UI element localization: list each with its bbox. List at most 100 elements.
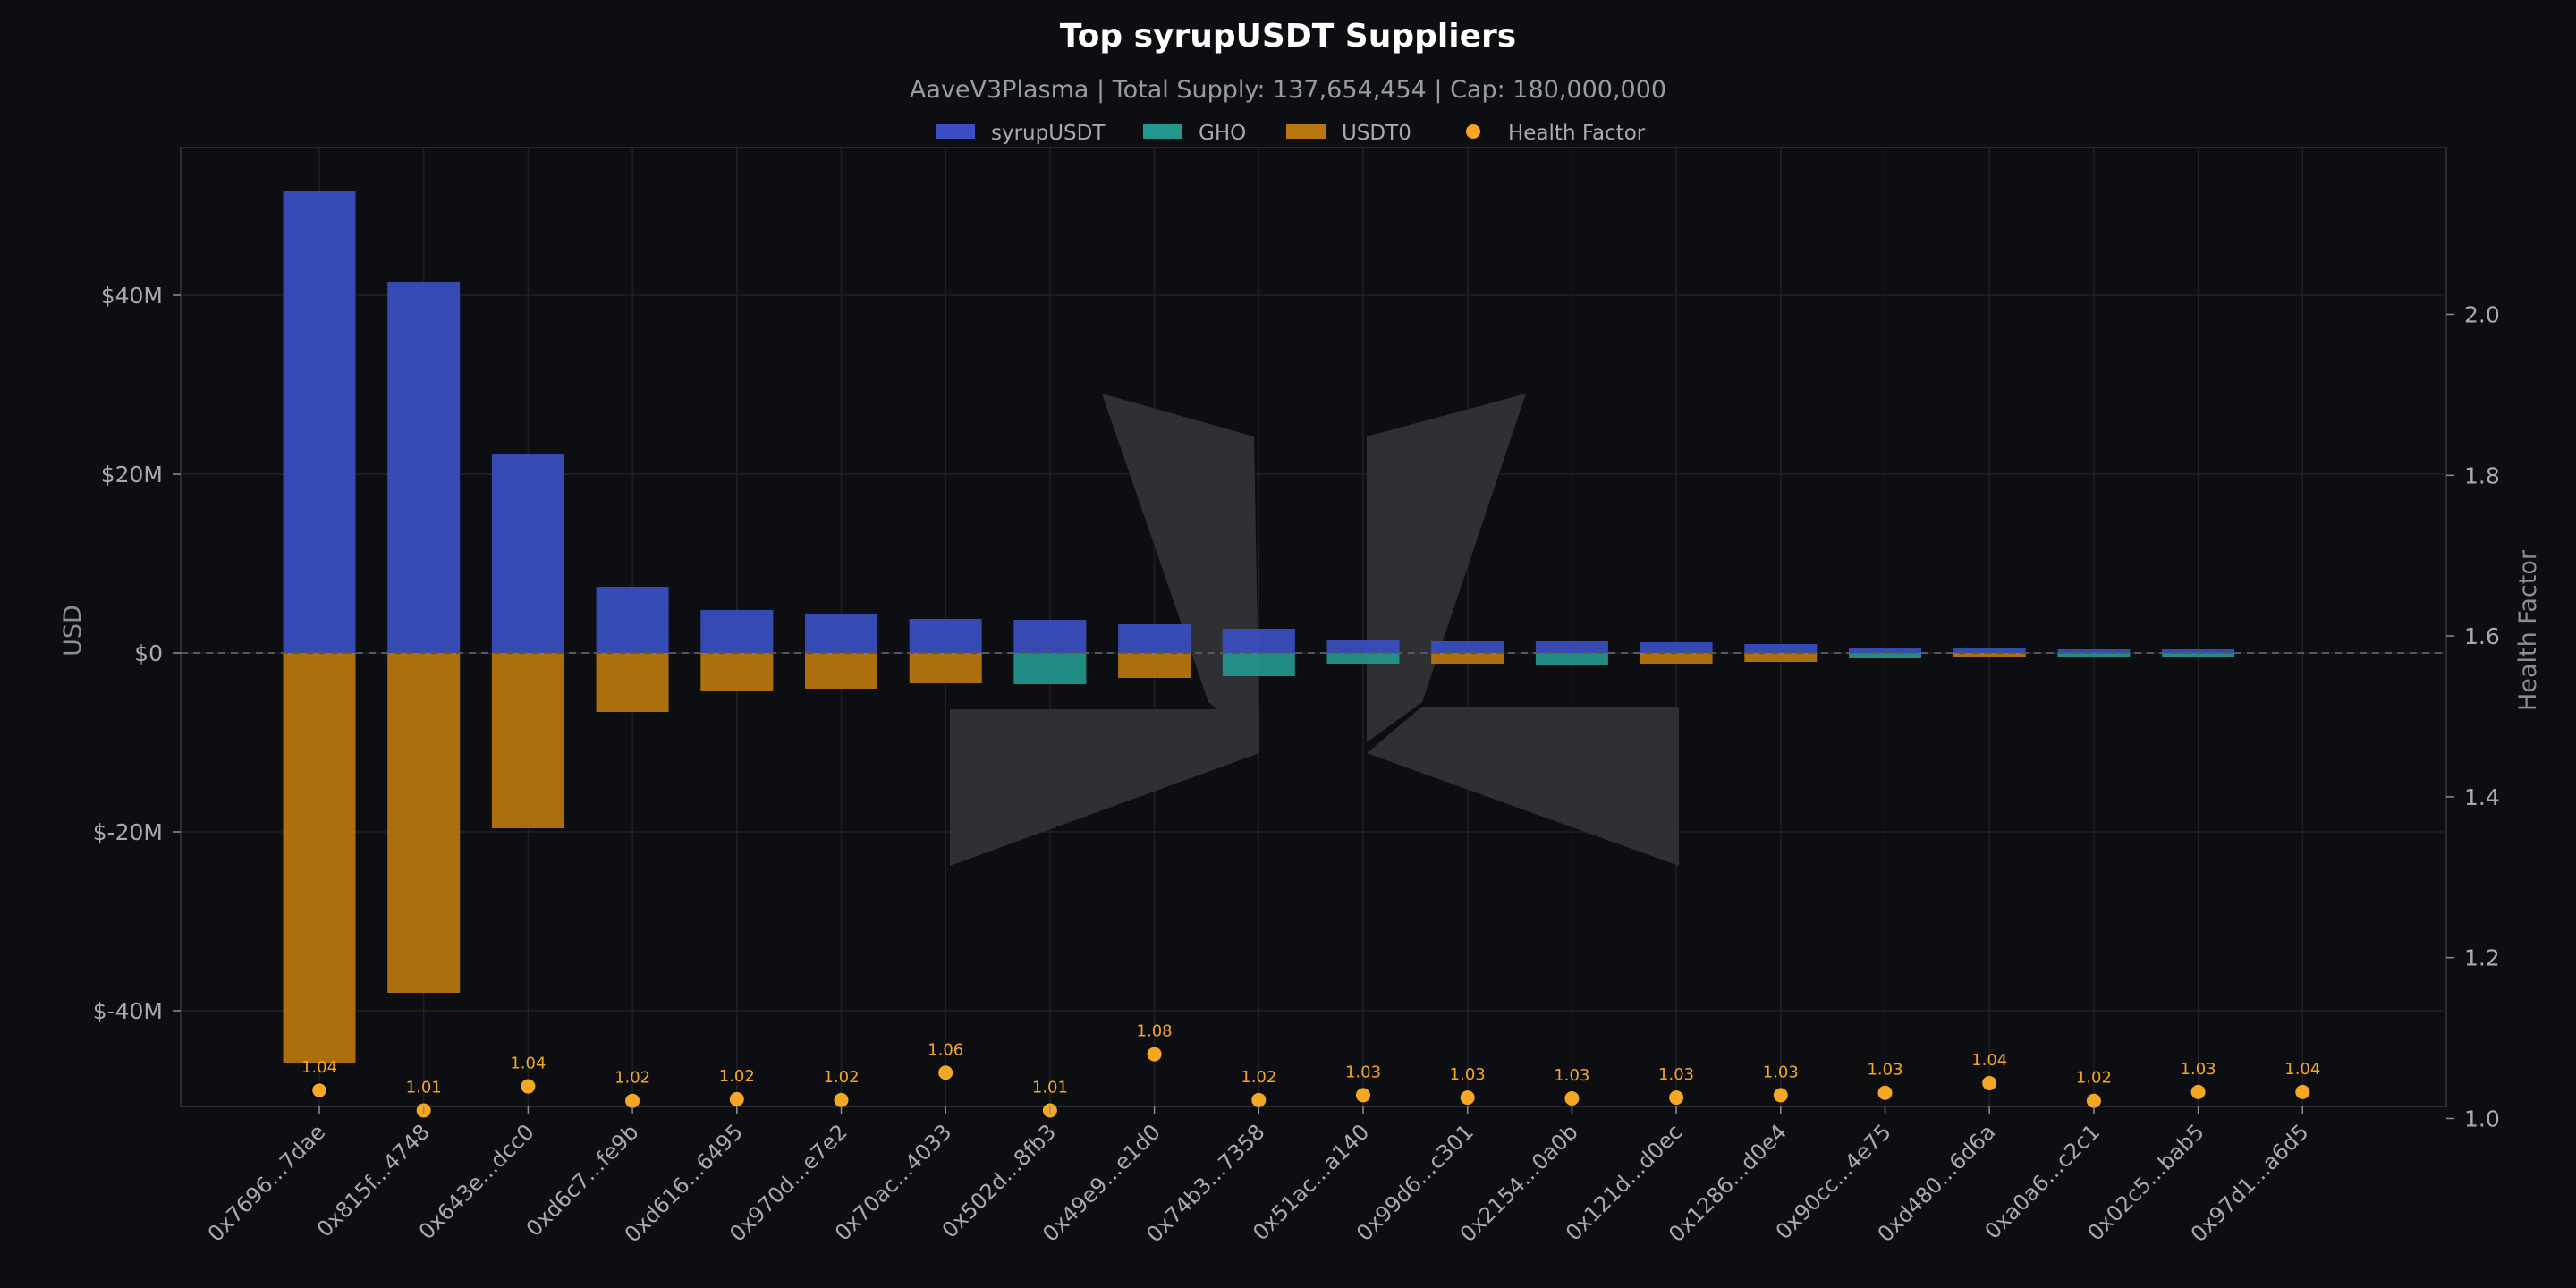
health-factor-point-11: [1460, 1090, 1475, 1106]
bar-syrupusdt-16: [1953, 648, 2026, 653]
bar-syrupusdt-2: [491, 454, 564, 653]
bar-gho-7: [1013, 653, 1087, 684]
bar-syrupusdt-10: [1326, 640, 1400, 653]
watermark-left-arm: [1102, 394, 1259, 742]
bar-gho-12: [1535, 653, 1608, 665]
health-factor-point-19: [2295, 1084, 2310, 1099]
x-tick-label: 0x7696...7dae: [203, 1119, 330, 1246]
health-factor-label-1: 1.01: [406, 1079, 442, 1097]
bar-syrupusdt-7: [1013, 620, 1087, 653]
bar-gho-15: [1849, 653, 1921, 658]
bar-syrupusdt-1: [387, 282, 461, 653]
bar-syrupusdt-14: [1744, 644, 1818, 653]
legend-label: Health Factor: [1508, 122, 1646, 145]
health-factor-point-2: [521, 1079, 536, 1094]
health-factor-point-4: [729, 1091, 744, 1106]
health-factor-label-7: 1.01: [1032, 1079, 1068, 1097]
bar-syrupusdt-4: [700, 610, 774, 653]
bar-syrupusdt-18: [2162, 649, 2235, 653]
y2-tick-label: 1.6: [2464, 623, 2500, 649]
health-factor-label-15: 1.03: [1867, 1061, 1902, 1080]
watermark-left-base: [950, 709, 1259, 866]
legend-label: GHO: [1199, 122, 1246, 145]
bar-usdt0-6: [909, 653, 982, 683]
bar-syrupusdt-15: [1849, 648, 1921, 653]
health-factor-label-3: 1.02: [614, 1069, 650, 1088]
health-factor-point-18: [2190, 1084, 2206, 1099]
bar-syrupusdt-5: [805, 614, 877, 653]
health-factor-label-14: 1.03: [1763, 1063, 1799, 1081]
health-factor-label-16: 1.04: [1971, 1051, 2007, 1070]
legend-swatch-gho: [1143, 124, 1182, 139]
y-tick-label: $40M: [101, 283, 163, 309]
health-factor-label-12: 1.03: [1554, 1066, 1589, 1085]
bar-syrupusdt-3: [596, 587, 669, 653]
bar-syrupusdt-13: [1640, 642, 1713, 653]
y2-axis-title: Health Factor: [2514, 549, 2542, 711]
y-tick-label: $-20M: [93, 819, 163, 845]
y-tick-label: $0: [134, 640, 163, 666]
bar-syrupusdt-17: [2057, 649, 2131, 653]
health-factor-label-5: 1.02: [823, 1068, 859, 1087]
health-factor-point-16: [1982, 1075, 1997, 1090]
health-factor-point-9: [1251, 1092, 1267, 1107]
bar-usdt0-14: [1744, 653, 1818, 662]
legend-label: syrupUSDT: [991, 122, 1106, 145]
bar-usdt0-1: [387, 653, 461, 993]
health-factor-point-14: [1773, 1088, 1788, 1103]
y2-tick-label: 2.0: [2464, 302, 2500, 328]
health-factor-point-17: [2086, 1093, 2101, 1108]
health-factor-point-6: [938, 1065, 953, 1080]
y-axis-left: $-40M $-20M $0 $20M $40M: [93, 283, 181, 1024]
legend-label: USDT0: [1342, 122, 1411, 145]
y2-tick-label: 1.0: [2464, 1106, 2500, 1132]
bar-usdt0-5: [805, 653, 877, 689]
legend-swatch-health-factor: [1466, 124, 1480, 139]
bar-usdt0-11: [1431, 653, 1504, 664]
bar-syrupusdt-12: [1535, 641, 1608, 653]
y-tick-label: $20M: [101, 462, 163, 487]
health-factor-label-17: 1.02: [2076, 1069, 2112, 1088]
health-factor-label-11: 1.03: [1450, 1065, 1486, 1084]
health-factor-label-10: 1.03: [1345, 1063, 1381, 1081]
health-factor-point-13: [1669, 1090, 1684, 1106]
health-factor-point-8: [1147, 1046, 1162, 1062]
watermark-right-base: [1367, 707, 1679, 866]
bars-group: [283, 191, 2235, 1063]
health-factor-label-18: 1.03: [2181, 1060, 2216, 1079]
bar-syrupusdt-6: [909, 619, 982, 653]
health-factor-point-3: [625, 1093, 640, 1108]
bar-syrupusdt-9: [1222, 629, 1295, 653]
health-factor-label-6: 1.06: [928, 1040, 963, 1059]
health-factor-point-10: [1356, 1088, 1370, 1103]
chart-title: Top syrupUSDT Suppliers: [1060, 18, 1516, 55]
chart-subtitle: AaveV3Plasma | Total Supply: 137,654,454…: [910, 76, 1666, 104]
bar-usdt0-2: [491, 653, 564, 828]
health-factor-label-0: 1.04: [301, 1058, 337, 1077]
legend-swatch-syrupusdt: [936, 124, 975, 139]
bar-syrupusdt-8: [1118, 624, 1191, 653]
bar-usdt0-16: [1953, 653, 2026, 657]
bar-usdt0-0: [283, 653, 356, 1063]
watermark-logo: [950, 394, 1679, 866]
bar-gho-9: [1222, 653, 1295, 676]
health-factor-label-13: 1.03: [1658, 1065, 1694, 1084]
health-factor-label-9: 1.02: [1241, 1068, 1276, 1087]
health-factor-label-8: 1.08: [1137, 1022, 1173, 1041]
bar-syrupusdt-11: [1431, 641, 1504, 653]
y2-tick-label: 1.4: [2464, 784, 2500, 810]
health-factor-label-2: 1.04: [510, 1055, 546, 1073]
bar-gho-10: [1326, 653, 1400, 664]
x-axis: 0x7696...7dae0x815f...47480x643e...dcc00…: [203, 1106, 2314, 1248]
health-factor-point-5: [834, 1092, 849, 1107]
health-factor-point-15: [1877, 1085, 1893, 1100]
health-factor-points: 1.04 1.01 1.04 1.02 1.02 1.02 1.06 1.01 1.08 1.02…: [301, 1022, 2320, 1118]
bar-gho-18: [2162, 653, 2235, 657]
health-factor-label-4: 1.02: [719, 1067, 755, 1086]
bar-syrupusdt-0: [283, 191, 356, 653]
legend: syrupUSDT GHO USDT0 Health Factor: [936, 122, 1646, 145]
bar-usdt0-3: [596, 653, 669, 712]
watermark-right-arm: [1367, 394, 1526, 742]
health-factor-point-0: [309, 1080, 329, 1100]
health-factor-label-19: 1.04: [2284, 1060, 2320, 1079]
